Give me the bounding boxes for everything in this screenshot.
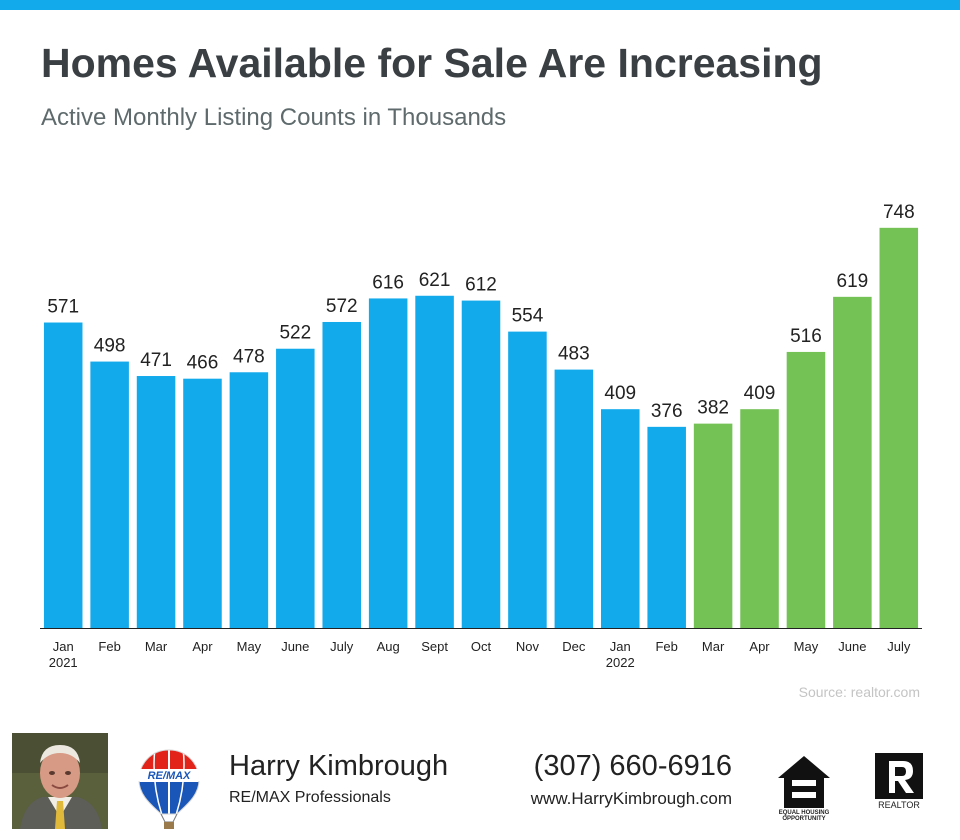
- bar-1: [90, 361, 129, 628]
- data-label-10: 554: [512, 306, 544, 327]
- data-label-1: 498: [94, 336, 126, 357]
- agent-website: www.HarryKimbrough.com: [530, 789, 732, 808]
- x-tick-label-10: Nov: [516, 639, 540, 654]
- bar-11: [554, 369, 594, 628]
- x-tick-label-3: Apr: [192, 639, 213, 654]
- data-label-12: 409: [604, 383, 636, 404]
- equal-housing-label: EQUAL HOUSING OPPORTUNITY: [778, 810, 830, 822]
- bar-0: [43, 322, 83, 628]
- page-title: Homes Available for Sale Are Increasing: [41, 40, 823, 86]
- x-tick-label-14: Mar: [702, 639, 725, 654]
- bar-15: [740, 409, 779, 628]
- x-tick-label-2: Mar: [145, 639, 168, 654]
- bar-12: [600, 409, 640, 628]
- x-tick-label-8: Sept: [421, 639, 448, 654]
- x-tick-label-17: June: [838, 639, 866, 654]
- data-label-14: 382: [697, 398, 729, 419]
- bar-7: [368, 298, 408, 628]
- x-tick-label-15: Apr: [749, 639, 770, 654]
- x-tick-label-13: Feb: [655, 639, 677, 654]
- x-tick-label-11: Dec: [562, 639, 586, 654]
- agent-photo: [12, 733, 108, 829]
- data-label-15: 409: [744, 383, 776, 404]
- data-label-17: 619: [837, 271, 869, 292]
- bar-8: [415, 295, 454, 628]
- data-label-3: 466: [187, 353, 219, 374]
- bar-chart: 571Jan2021498Feb471Mar466Apr478May522Jun…: [40, 202, 922, 670]
- bar-5: [276, 348, 315, 628]
- x-tick-label-16: May: [794, 639, 819, 654]
- x-tick-label-1: Feb: [98, 639, 120, 654]
- bar-3: [183, 378, 222, 628]
- page-subtitle: Active Monthly Listing Counts in Thousan…: [41, 104, 507, 131]
- realtor-icon: [875, 753, 923, 799]
- top-accent-band: [0, 0, 960, 10]
- x-tick-label-6: July: [330, 639, 354, 654]
- x-tick-label-7: Aug: [377, 639, 400, 654]
- realtor-label: REALTOR: [878, 800, 920, 810]
- remax-logo-text: RE/MAX: [148, 770, 191, 782]
- bar-18: [879, 227, 919, 628]
- data-label-0: 571: [47, 297, 79, 318]
- source-note: Source: realtor.com: [798, 684, 920, 700]
- x-tick-label-5: June: [281, 639, 309, 654]
- bar-14: [693, 423, 733, 628]
- data-label-8: 621: [419, 270, 451, 291]
- bar-9: [461, 300, 501, 628]
- data-label-6: 572: [326, 296, 358, 317]
- data-label-13: 376: [651, 401, 683, 422]
- bar-13: [647, 426, 686, 628]
- bar-4: [229, 372, 269, 628]
- data-label-4: 478: [233, 346, 265, 367]
- data-label-11: 483: [558, 344, 590, 365]
- x-tick-label-18: July: [887, 639, 911, 654]
- agent-phone: (307) 660-6916: [533, 750, 732, 782]
- bar-2: [136, 376, 176, 628]
- x-tick-label-12: Jan: [610, 639, 631, 654]
- data-label-9: 612: [465, 275, 497, 296]
- bar-16: [786, 351, 826, 628]
- bar-6: [322, 321, 362, 628]
- x-tick-label-0: Jan: [53, 639, 74, 654]
- x-tick-year-0: 2021: [49, 655, 78, 670]
- x-tick-year-12: 2022: [606, 655, 635, 670]
- equal-housing-icon: [778, 756, 830, 808]
- agent-company: RE/MAX Professionals: [229, 789, 391, 806]
- bar-10: [508, 331, 547, 628]
- data-label-16: 516: [790, 326, 822, 347]
- bar-17: [833, 296, 872, 628]
- data-label-2: 471: [140, 350, 172, 371]
- agent-name: Harry Kimbrough: [229, 750, 449, 782]
- data-label-7: 616: [372, 272, 404, 293]
- data-label-5: 522: [279, 323, 311, 344]
- x-tick-label-4: May: [237, 639, 262, 654]
- remax-balloon-logo: RE/MAX: [137, 749, 201, 829]
- data-label-18: 748: [883, 202, 915, 223]
- x-tick-label-9: Oct: [471, 639, 492, 654]
